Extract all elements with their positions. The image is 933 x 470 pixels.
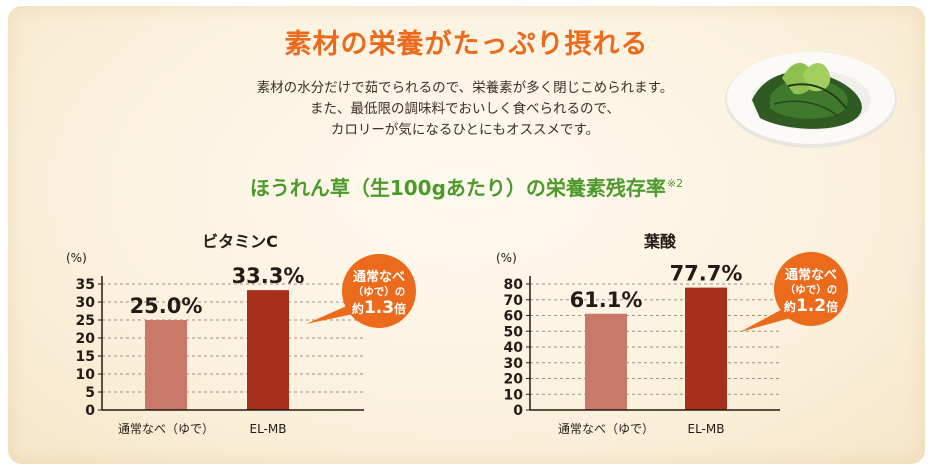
description: 素材の水分だけで茹でられるので、栄養素が多く閉じこめられます。 また、最低限の調… xyxy=(215,78,715,141)
y-tick-label: 5 xyxy=(85,385,95,401)
bar xyxy=(145,320,187,410)
y-tick-label: 20 xyxy=(504,372,524,388)
vitamin-c-plot: (%) 0 5 10 15 20 25 30 35 25.0% 33.3% 通常なべ（ゆで） EL… xyxy=(66,251,364,436)
y-tick-label: 70 xyxy=(504,293,524,309)
callout-prefix: 約 xyxy=(351,302,364,316)
callout-line: 通常なべ xyxy=(784,268,837,283)
y-tick-label: 60 xyxy=(504,309,524,325)
callout-ratio-value: 1.2 xyxy=(795,296,827,316)
folic-acid-chart: 葉酸 (%) 0 10 20 30 40 50 60 70 80 61.1% 77.7% 通常なべ（… xyxy=(490,228,910,458)
y-axis-unit-label: (%) xyxy=(496,251,517,265)
data-label: 77.7% xyxy=(670,262,743,286)
callout-suffix: 倍 xyxy=(826,300,839,314)
y-tick-label: 40 xyxy=(504,340,524,356)
chart-section-title: ほうれん草（生100gあたり）の栄養素残存率※2 xyxy=(0,172,933,201)
y-tick-label: 25 xyxy=(76,313,95,329)
callout-suffix: 倍 xyxy=(394,302,407,316)
bar xyxy=(685,287,727,410)
x-tick-label: EL-MB xyxy=(688,422,725,436)
callout-pointer xyxy=(740,306,798,332)
y-tick-label: 10 xyxy=(76,367,96,383)
y-tick-label: 20 xyxy=(76,331,96,347)
ratio-callout: 通常なべ （ゆで）の 約1.2倍 xyxy=(774,252,848,326)
chart-title: 葉酸 xyxy=(643,232,677,251)
y-tick-label: 30 xyxy=(76,295,96,311)
y-axis-unit-label: (%) xyxy=(66,251,87,265)
callout-prefix: 約 xyxy=(783,300,796,314)
ratio-callout: 通常なべ （ゆで）の 約1.3倍 xyxy=(342,254,416,328)
callout-line: 通常なべ xyxy=(352,270,405,285)
description-line: また、最低限の調味料でおいしく食べられるので、 xyxy=(310,101,620,117)
y-tick-label: 50 xyxy=(504,324,524,340)
callout-ratio: 約1.3倍 xyxy=(342,298,416,318)
y-tick-label: 0 xyxy=(513,403,523,419)
callout-line: （ゆで）の xyxy=(352,286,406,298)
x-tick-label: 通常なべ（ゆで） xyxy=(558,422,654,436)
bar xyxy=(247,290,289,410)
chart-section-title-text: ほうれん草（生100gあたり）の栄養素残存率 xyxy=(249,176,666,200)
x-tick-label: 通常なべ（ゆで） xyxy=(118,422,214,436)
spinach-dish-image xyxy=(725,52,897,148)
data-label: 61.1% xyxy=(570,288,643,312)
y-tick-label: 10 xyxy=(504,387,524,403)
y-tick-label: 30 xyxy=(504,356,524,372)
chart-title: ビタミンC xyxy=(202,232,278,251)
callout-ratio-value: 1.3 xyxy=(363,298,395,318)
data-label: 33.3% xyxy=(232,264,305,288)
callout-line: （ゆで）の xyxy=(784,284,838,296)
y-tick-label: 80 xyxy=(504,277,524,293)
y-tick-label: 0 xyxy=(85,403,95,419)
page-title: 素材の栄養がたっぷり摂れる xyxy=(284,29,649,60)
x-tick-label: EL-MB xyxy=(250,422,287,436)
data-label: 25.0% xyxy=(130,294,203,318)
y-tick-label: 15 xyxy=(76,349,95,365)
callout-ratio: 約1.2倍 xyxy=(774,296,848,316)
callout-pointer xyxy=(306,300,372,324)
footnote-mark: ※2 xyxy=(666,177,684,190)
vitamin-c-chart: ビタミンC (%) 0 5 10 15 20 25 30 35 25.0% 33.3% 通常なべ（… xyxy=(60,228,480,458)
description-line: 素材の水分だけで茹でられるので、栄養素が多く閉じこめられます。 xyxy=(256,80,674,96)
bar xyxy=(585,313,627,410)
y-tick-label: 35 xyxy=(76,277,95,293)
description-line: カロリーが気になるひとにもオススメです。 xyxy=(330,122,600,138)
